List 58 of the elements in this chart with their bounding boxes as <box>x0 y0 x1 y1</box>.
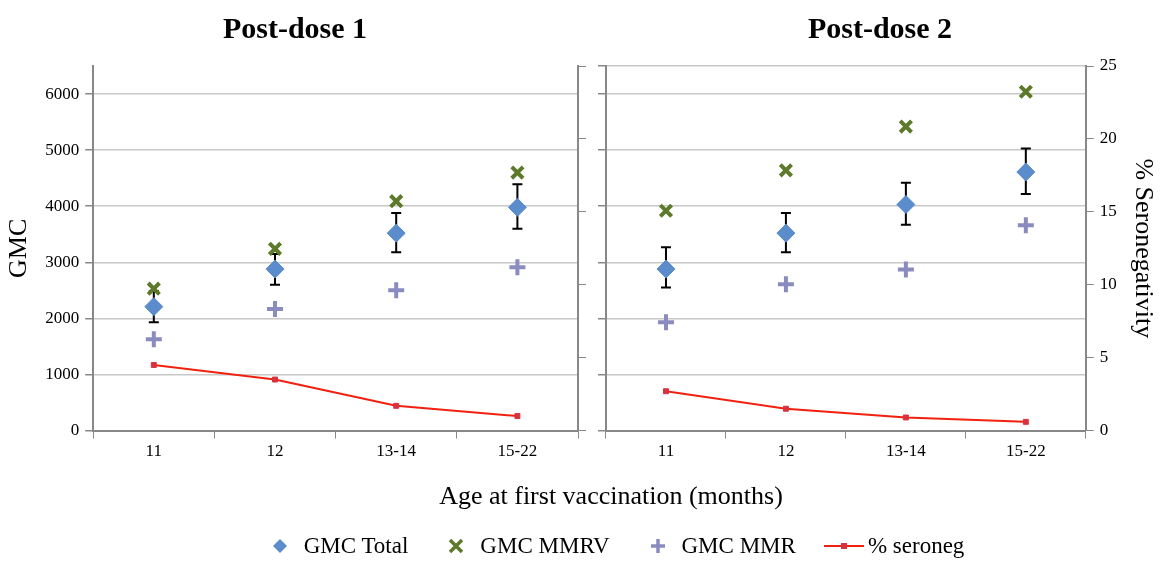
y-tick-label: 2000 <box>45 307 80 327</box>
x-axis-title: Age at first vaccination (months) <box>438 481 784 511</box>
point <box>896 195 916 215</box>
point <box>272 376 278 383</box>
point <box>509 164 526 181</box>
point <box>267 241 283 257</box>
x-tick-label: 11 <box>145 441 162 461</box>
x-tick-label: 11 <box>657 441 675 461</box>
chart-title: Post-dose 2 <box>807 10 953 44</box>
x-tick-label: 15-22 <box>1005 441 1046 461</box>
point <box>265 259 285 279</box>
point <box>514 413 521 419</box>
point <box>144 297 164 317</box>
point <box>146 281 162 297</box>
legend-label: GMC MMR <box>681 533 796 559</box>
legend-label: % seroneg <box>867 533 965 559</box>
point <box>386 280 407 301</box>
point <box>143 329 164 350</box>
point <box>775 274 796 295</box>
chart-title: Post-dose 1 <box>222 10 368 44</box>
point <box>265 298 285 319</box>
point <box>393 402 400 409</box>
point <box>388 193 404 209</box>
x-tick-label: 13-14 <box>376 441 417 461</box>
y2-tick-label: 15 <box>1099 201 1117 221</box>
x-tick-label: 13-14 <box>886 441 927 461</box>
y-tick-label: 6000 <box>45 83 80 103</box>
y-tick-label: 5000 <box>45 139 80 159</box>
y-axis-title: GMC <box>3 218 33 278</box>
point <box>776 223 796 243</box>
point <box>1018 84 1034 100</box>
point <box>1016 162 1036 182</box>
y2-tick-label: 5 <box>1099 347 1109 367</box>
point <box>898 118 914 135</box>
legend-label: GMC Total <box>303 533 409 559</box>
y-tick-label: 3000 <box>45 251 80 271</box>
legend-label: GMC MMRV <box>480 533 610 559</box>
y2-tick-label: 0 <box>1099 420 1109 440</box>
x-tick-label: 12 <box>266 441 284 461</box>
y2-tick-label: 25 <box>1099 55 1117 75</box>
point <box>658 203 674 219</box>
point <box>656 259 676 279</box>
y2-tick-label: 10 <box>1099 274 1117 294</box>
point <box>150 362 157 368</box>
y-tick-label: 0 <box>70 420 80 440</box>
point <box>778 162 794 178</box>
y-tick-label: 1000 <box>45 363 80 383</box>
x-tick-label: 15-22 <box>497 441 538 461</box>
y2-axis-title: % Seronegativity <box>1129 158 1159 339</box>
y2-tick-label: 20 <box>1099 128 1117 148</box>
point <box>386 223 406 243</box>
x-tick-label: 12 <box>777 441 795 461</box>
y-tick-label: 4000 <box>45 195 80 215</box>
point <box>507 257 528 278</box>
point <box>895 259 916 280</box>
point <box>655 312 676 333</box>
point <box>1015 215 1036 236</box>
point <box>507 197 527 217</box>
